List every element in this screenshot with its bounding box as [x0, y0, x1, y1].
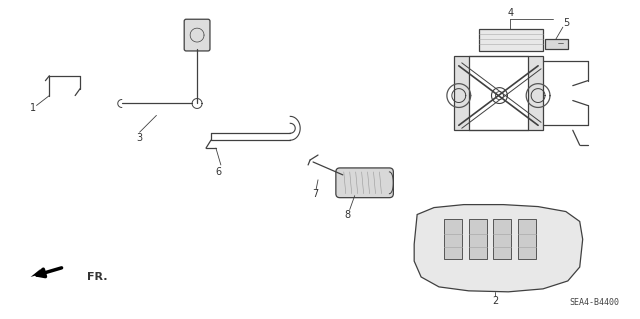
FancyBboxPatch shape	[184, 19, 210, 51]
Polygon shape	[454, 56, 468, 130]
Polygon shape	[444, 219, 461, 259]
Polygon shape	[528, 56, 543, 130]
Polygon shape	[545, 39, 568, 49]
Polygon shape	[414, 204, 582, 292]
Text: 3: 3	[136, 133, 143, 143]
Polygon shape	[493, 219, 511, 259]
Text: 7: 7	[312, 189, 318, 199]
Text: SEA4-B4400: SEA4-B4400	[570, 298, 620, 307]
Polygon shape	[518, 219, 536, 259]
FancyBboxPatch shape	[336, 168, 394, 198]
Text: FR.: FR.	[87, 272, 108, 282]
Text: 6: 6	[216, 167, 222, 177]
Text: 1: 1	[29, 103, 36, 114]
Text: 4: 4	[508, 8, 513, 18]
Polygon shape	[468, 219, 486, 259]
Text: 2: 2	[492, 296, 499, 306]
Polygon shape	[31, 269, 40, 277]
Text: 5: 5	[563, 18, 569, 28]
Text: 8: 8	[345, 210, 351, 219]
Polygon shape	[479, 29, 543, 51]
